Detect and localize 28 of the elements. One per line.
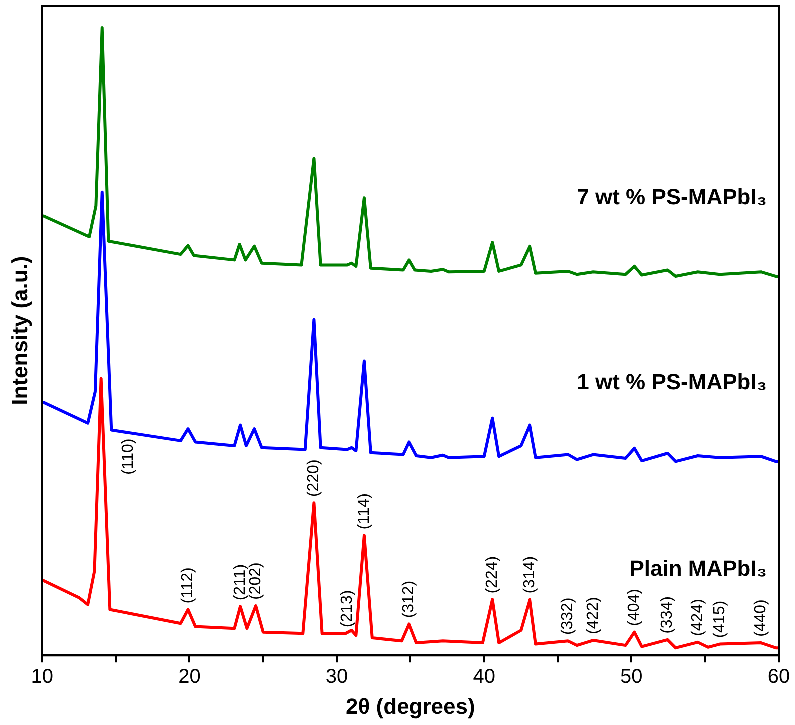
annotation: (334) (659, 596, 676, 634)
text: 7 wt % PS-MAPbI₃ (577, 184, 767, 210)
x-tick-label: 50 (620, 666, 643, 688)
y-axis-title: Intensity (a.u.) (7, 256, 32, 406)
x-tick-label: 20 (178, 666, 201, 688)
annotation: (110) (120, 438, 137, 475)
annotation: (211) (232, 564, 249, 601)
annotation: (424) (689, 599, 706, 636)
x-tick-label: 10 (31, 666, 54, 688)
annotation: (213) (338, 590, 356, 628)
x-axis-title: 2θ (degrees) (346, 694, 476, 719)
text: 1 wt % PS-MAPbI₃ (577, 370, 767, 395)
x-tick-label: 40 (473, 666, 496, 688)
annotation: (422) (584, 597, 602, 635)
annotation: (202) (247, 562, 264, 600)
annotation: (415) (711, 600, 728, 638)
annotation: (114) (356, 494, 373, 530)
annotation: (112) (180, 568, 197, 604)
annotation: (314) (521, 556, 538, 594)
annotation: (220) (306, 460, 323, 498)
annotation: (224) (484, 556, 502, 594)
x-tick-label: 30 (326, 666, 348, 688)
annotation: (404) (626, 589, 644, 626)
annotation: (440) (752, 600, 770, 638)
x-tick-label: 60 (768, 666, 790, 688)
annotation: (312) (400, 580, 418, 618)
text: Plain MAPbI₃ (630, 556, 767, 582)
annotation: (332) (560, 598, 577, 636)
